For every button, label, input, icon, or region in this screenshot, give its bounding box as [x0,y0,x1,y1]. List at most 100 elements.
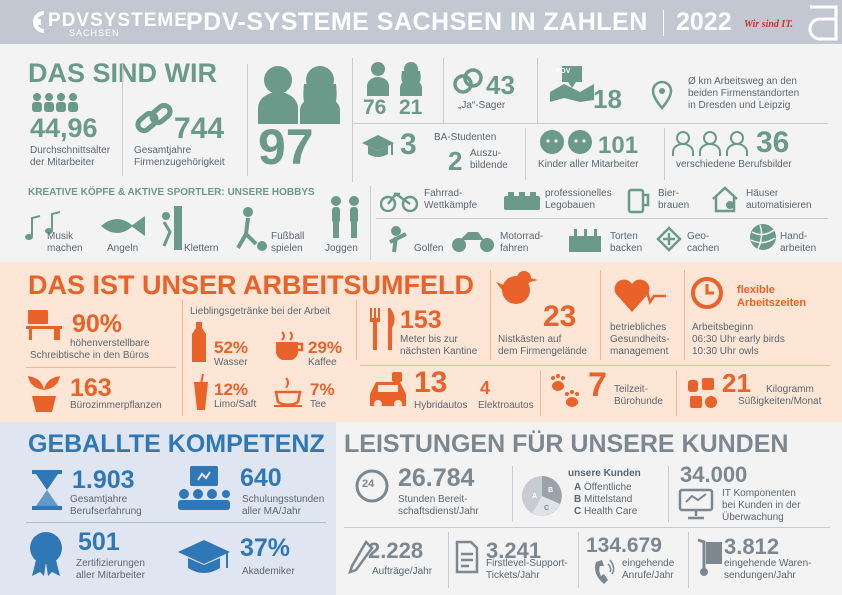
ticket-document-icon [455,540,479,574]
health-label-3: management [610,346,669,357]
certificates-label-2: aller Mitarbeiter [76,570,145,581]
hobby-label-11b: fahren [500,243,529,254]
football-player-icon [236,207,267,251]
rings-icon [453,68,483,94]
hobby-label-5: Joggen [325,243,358,254]
sweets-label-2: Süßigkeiten/Monat [738,396,822,407]
ba-value: 3 [400,128,417,161]
commute-label-1: Ø km Arbeitsweg an den [688,76,797,87]
flex-title-1: flexible [737,284,775,296]
limo-value: 12% [214,380,249,399]
hobby-label-13a: Geo- [687,231,710,242]
men-women-icon [367,62,422,96]
desks-value: 90% [72,310,123,338]
hobby-label-12b: backen [610,243,643,254]
it-label-2: bei Kunden in der [722,500,801,511]
dogs-value: 7 [588,366,607,404]
water-bottle-icon [192,322,206,362]
total-employees: 97 [258,119,314,175]
hobby-label-4b: spielen [271,243,303,254]
calls-value: 134.679 [586,534,662,557]
monitoring-screen-icon [678,488,714,520]
soda-glass-icon [194,374,208,410]
cutlery-icon [370,308,395,350]
hobby-label-14b: arbeiten [780,243,817,254]
work-environment-band [0,262,842,422]
certificates-label-1: Zertifizierungen [76,558,145,569]
age-value: 44,96 [30,113,98,143]
phone-24-icon [355,469,389,503]
sweets-value: 21 [722,368,751,398]
training-value: 640 [240,464,282,492]
nest-label-2: dem Firmengelände [498,346,587,357]
customer-key-c: C [574,506,582,517]
people-group-icon [32,93,78,112]
flex-label-1: Arbeitsbeginn [692,322,754,333]
water-value: 52% [214,338,249,357]
svg-text:A: A [532,493,537,500]
hybrid-car-icon [370,372,406,408]
customer-key-b: B [574,494,582,505]
desks-label-2: Schreibtische in den Büros [30,350,149,361]
hobby-label-11a: Motorrad- [500,231,544,242]
hobby-label-9a: Häuser [746,188,779,199]
flex-label-2: 06:30 Uhr early birds [692,334,785,345]
experience-value: 1.903 [72,466,135,494]
sweets-label-1: Kilogramm [766,384,814,395]
hourglass-icon [32,470,62,510]
hobby-label-7b: Legobauen [545,200,596,211]
hobby-label-8a: Bier- [658,188,680,199]
header-divider [663,10,664,36]
orders-label: Aufträge/Jahr [372,566,433,577]
tea-cup-icon [274,377,302,407]
hybrid-value: 13 [414,366,448,399]
map-pdv-icon [550,66,594,102]
goods-label-2: sendungen/Jahr [724,570,796,581]
hobby-label-14a: Hand- [780,231,808,242]
azubi-value: 2 [448,146,463,176]
yes-sayer-value: 43 [486,70,515,100]
cake-icon [569,229,601,252]
kids-value: 101 [598,132,639,159]
hobby-label-6a: Fahrrad- [424,188,463,199]
academics-label: Akademiker [242,566,295,577]
limo-label: Limo/Saft [214,399,257,410]
mortarboard-icon [178,540,230,573]
phone-call-icon [595,559,615,584]
man-woman-icon [258,66,340,124]
training-label-1: Schulungsstunden [242,494,325,505]
section-title-environment: DAS IST UNSER ARBEITSUMFELD [28,270,475,300]
music-notes-icon [25,211,61,240]
men-count: 76 [363,96,387,119]
logo-icon [33,11,45,33]
professions-icon [672,131,748,156]
customer-pie-icon: A B C [522,476,562,516]
goods-label-1: eingehende Waren- [724,558,812,569]
calls-label-1: eingehende [622,558,675,569]
hobby-label-2: Angeln [107,243,139,254]
candy-icon [688,378,717,408]
geocache-icon [656,226,682,252]
plant-icon [28,376,60,412]
it-value: 34.000 [680,462,748,487]
health-label-1: betriebliches [610,322,667,333]
standby-icon-text: 24 [362,478,375,490]
flex-label-3: 10:30 Uhr owls [692,346,759,357]
it-label-1: IT Komponenten [722,488,796,499]
commute-label-2: beiden Firmenstandorten [688,88,800,99]
customer-key-a: A [574,482,582,493]
standby-value: 26.784 [398,464,475,492]
bird-icon [496,271,538,304]
years-label-1: Gesamtjahre [134,145,192,156]
golfer-icon [389,226,407,253]
pdv-badge: PDV [556,68,571,75]
corner-logo-icon [808,5,838,41]
flex-title-2: Arbeitszeiten [737,297,807,309]
coffee-label: Kaffee [308,357,337,368]
certificate-badge-icon [30,532,62,576]
tea-value: 7% [310,380,335,399]
tea-label: Tee [310,399,327,410]
heart-pulse-icon [614,279,666,312]
desks-label-1: höhenverstellbare [70,338,150,349]
orders-value: 2.228 [368,538,424,563]
